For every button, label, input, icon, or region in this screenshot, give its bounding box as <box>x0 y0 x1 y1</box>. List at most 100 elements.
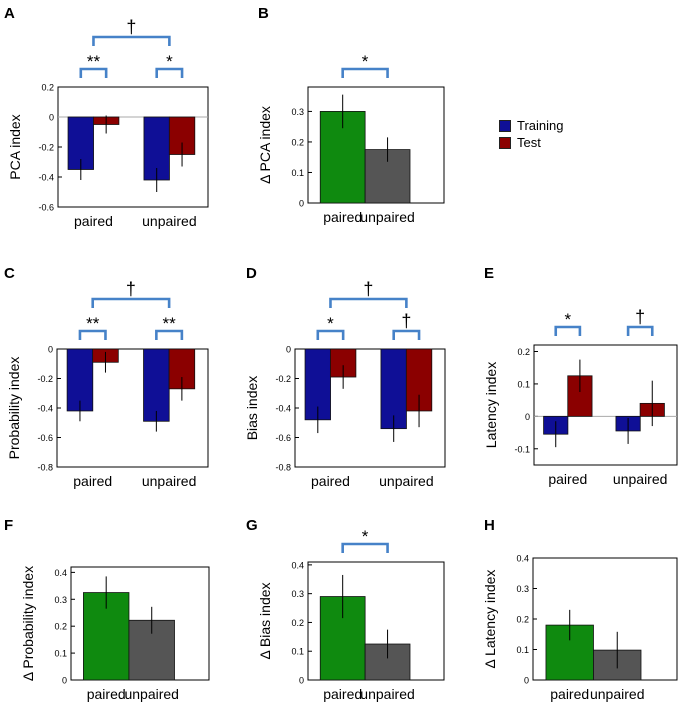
ytick-label-a: 0 <box>49 113 54 123</box>
xtick-label-c: paired <box>73 473 112 489</box>
significance-label-a: † <box>126 17 136 37</box>
significance-bracket-b <box>341 67 389 78</box>
panel-letter-b: B <box>258 5 269 22</box>
ytick-label-c: -0.8 <box>37 463 53 473</box>
ytick-label-f: 0.4 <box>54 568 67 578</box>
ytick-label-a: 0.2 <box>41 83 54 93</box>
ytick-label-d: -0.8 <box>275 463 291 473</box>
ylabel-e: Latency index <box>483 362 499 448</box>
xtick-label-e: paired <box>548 471 587 487</box>
significance-bracket-d <box>392 329 421 340</box>
ytick-label-c: 0 <box>48 345 53 355</box>
ytick-label-b: 0.2 <box>291 137 304 147</box>
ytick-label-h: 0.4 <box>516 554 529 564</box>
significance-bracket-e <box>554 325 582 336</box>
significance-bracket-a <box>79 67 108 78</box>
significance-bracket-c <box>91 297 171 308</box>
ytick-label-g: 0.4 <box>291 560 304 570</box>
significance-label-c: ** <box>86 314 100 333</box>
significance-label-a: ** <box>87 52 101 71</box>
legend: Training Test <box>499 117 563 151</box>
ylabel-f: Δ Probability index <box>20 566 36 681</box>
ytick-label-g: 0.3 <box>291 589 304 599</box>
significance-label-d: † <box>363 279 373 299</box>
ytick-label-g: 0 <box>299 676 304 686</box>
significance-bracket-a <box>155 67 184 78</box>
legend-label-training: Training <box>517 118 564 133</box>
significance-label-d: * <box>327 314 334 333</box>
ytick-label-c: -0.4 <box>37 404 53 414</box>
ytick-label-g: 0.1 <box>291 647 304 657</box>
significance-bracket-g <box>341 542 389 553</box>
ytick-label-b: 0.1 <box>291 168 304 178</box>
ytick-label-g: 0.2 <box>291 618 304 628</box>
xtick-label-f: unpaired <box>124 686 179 702</box>
ytick-label-a: -0.4 <box>38 173 54 183</box>
ytick-label-f: 0.1 <box>54 649 67 659</box>
ytick-label-d: 0 <box>286 345 291 355</box>
significance-bracket-d <box>316 329 345 340</box>
legend-label-test: Test <box>517 135 541 150</box>
ytick-label-h: 0.2 <box>516 615 529 625</box>
xtick-label-e: unpaired <box>613 471 668 487</box>
legend-item-test: Test <box>499 134 563 151</box>
ytick-label-b: 0 <box>299 199 304 209</box>
xtick-label-g: unpaired <box>360 686 415 702</box>
test-swatch <box>499 136 511 149</box>
ytick-label-b: 0.3 <box>291 107 304 117</box>
panel-letter-e: E <box>484 265 494 282</box>
xtick-label-a: unpaired <box>142 213 197 229</box>
panel-letter-h: H <box>484 517 495 534</box>
xtick-label-f: paired <box>87 686 126 702</box>
ytick-label-a: -0.2 <box>38 143 54 153</box>
xtick-label-h: paired <box>550 686 589 702</box>
significance-label-c: ** <box>163 314 177 333</box>
significance-label-a: * <box>166 52 173 71</box>
panel-letter-g: G <box>246 517 258 534</box>
xtick-label-g: paired <box>323 686 362 702</box>
axes-frame-e <box>533 344 678 466</box>
significance-bracket-a <box>92 35 171 46</box>
significance-label-e: * <box>565 310 572 329</box>
ytick-label-d: -0.6 <box>275 433 291 443</box>
ytick-label-f: 0.3 <box>54 595 67 605</box>
significance-label-d: † <box>401 311 411 331</box>
significance-bracket-c <box>78 329 107 340</box>
significance-bracket-c <box>155 329 184 340</box>
significance-label-e: † <box>635 307 645 327</box>
ytick-label-a: -0.6 <box>38 203 54 213</box>
significance-label-c: † <box>126 279 136 299</box>
xtick-label-b: unpaired <box>360 209 415 225</box>
ytick-label-e: 0.1 <box>517 379 530 389</box>
significance-bracket-e <box>626 325 654 336</box>
ytick-label-e: 0 <box>525 412 530 422</box>
ylabel-d: Bias index <box>244 376 260 441</box>
xtick-label-d: unpaired <box>379 473 434 489</box>
ylabel-c: Probability index <box>6 357 22 460</box>
panel-letter-f: F <box>4 517 13 534</box>
ytick-label-c: -0.6 <box>37 433 53 443</box>
ytick-label-f: 0.2 <box>54 622 67 632</box>
xtick-label-c: unpaired <box>142 473 197 489</box>
bar-c-training <box>143 348 170 422</box>
significance-label-b: * <box>362 52 369 71</box>
ytick-label-h: 0 <box>524 676 529 686</box>
ylabel-g: Δ Bias index <box>257 582 273 659</box>
panel-letter-d: D <box>246 265 257 282</box>
ytick-label-e: 0.2 <box>517 347 530 357</box>
panel-letter-a: A <box>4 5 15 22</box>
training-swatch <box>499 119 511 132</box>
ytick-label-f: 0 <box>62 676 67 686</box>
legend-item-training: Training <box>499 117 563 134</box>
xtick-label-b: paired <box>323 209 362 225</box>
panel-letter-c: C <box>4 265 15 282</box>
ytick-label-h: 0.1 <box>516 645 529 655</box>
xtick-label-h: unpaired <box>590 686 645 702</box>
ylabel-b: Δ PCA index <box>257 106 273 184</box>
xtick-label-a: paired <box>74 213 113 229</box>
xtick-label-d: paired <box>311 473 350 489</box>
ytick-label-d: -0.2 <box>275 374 291 384</box>
ylabel-a: PCA index <box>7 114 23 179</box>
ytick-label-c: -0.2 <box>37 374 53 384</box>
